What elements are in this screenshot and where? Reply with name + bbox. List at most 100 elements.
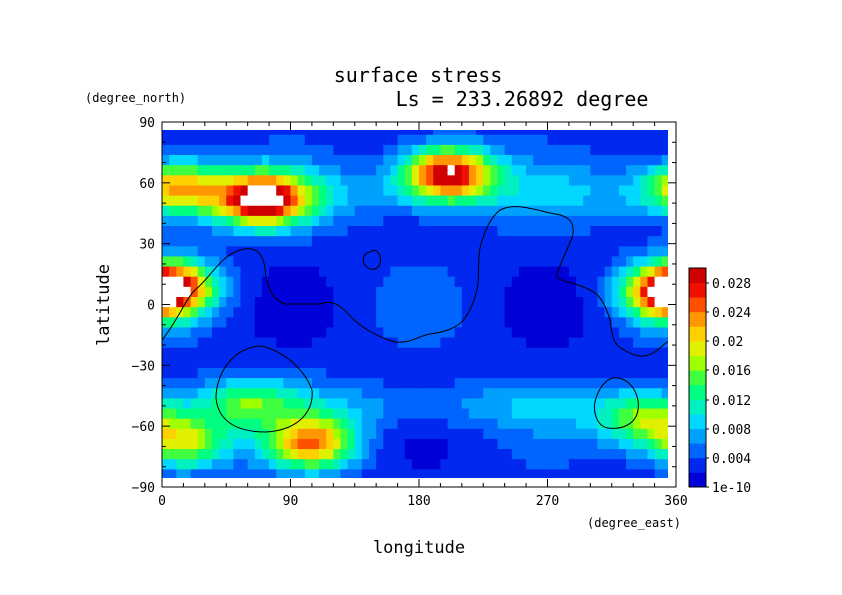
heatmap-cell xyxy=(311,225,320,237)
heatmap-cell xyxy=(247,438,256,450)
heatmap-cell xyxy=(618,154,627,166)
heatmap-cell xyxy=(204,195,213,206)
heatmap-cell xyxy=(540,174,549,186)
heatmap-cell xyxy=(169,174,177,186)
heatmap-cell xyxy=(169,418,177,429)
heatmap-cell xyxy=(219,215,227,227)
heatmap-cell xyxy=(411,134,420,145)
heatmap-cell xyxy=(647,134,656,145)
heatmap-cell xyxy=(261,276,270,287)
heatmap-cell xyxy=(476,195,484,206)
heatmap-cell xyxy=(576,468,584,478)
heatmap-cell xyxy=(554,326,563,338)
heatmap-cell xyxy=(454,144,463,156)
heatmap-cell xyxy=(661,407,668,419)
colorbar-swatch xyxy=(689,472,706,488)
heatmap-cell xyxy=(390,235,399,247)
heatmap-cell xyxy=(554,286,563,297)
heatmap-cell xyxy=(454,225,463,237)
heatmap-cell xyxy=(211,205,220,216)
heatmap-cell xyxy=(511,154,520,166)
heatmap-cell xyxy=(476,276,484,287)
heatmap-cell xyxy=(219,174,227,186)
heatmap-cell xyxy=(504,215,513,227)
heatmap-cell xyxy=(526,164,534,176)
heatmap-cell xyxy=(269,195,277,206)
heatmap-cell xyxy=(440,387,449,399)
heatmap-cell xyxy=(468,184,477,196)
heatmap-cell xyxy=(219,205,227,216)
heatmap-cell xyxy=(568,397,577,409)
heatmap-cell xyxy=(169,184,177,196)
heatmap-cell xyxy=(433,306,442,318)
heatmap-cell xyxy=(518,397,527,409)
heatmap-cell xyxy=(618,326,627,338)
heatmap-cell xyxy=(461,468,470,478)
heatmap-cell xyxy=(233,265,242,277)
heatmap-cell xyxy=(440,367,449,379)
heatmap-cell xyxy=(526,438,534,450)
heatmap-cell xyxy=(376,235,384,247)
heatmap-cell xyxy=(576,367,584,379)
heatmap-cell xyxy=(240,215,249,227)
heatmap-cell xyxy=(240,130,249,135)
heatmap-cell xyxy=(340,407,349,419)
heatmap-cell xyxy=(618,225,627,237)
heatmap-cell xyxy=(504,316,513,328)
heatmap-cell xyxy=(397,154,406,166)
heatmap-cell xyxy=(647,448,656,460)
heatmap-cell xyxy=(576,195,584,206)
heatmap-cell xyxy=(511,428,520,439)
heatmap-cell xyxy=(162,195,170,206)
heatmap-cell xyxy=(361,164,370,176)
heatmap-cell xyxy=(497,448,506,460)
heatmap-cell xyxy=(497,347,506,358)
heatmap-cell xyxy=(283,326,292,338)
heatmap-cell xyxy=(290,225,299,237)
heatmap-cell xyxy=(404,286,413,297)
heatmap-cell xyxy=(190,397,199,409)
heatmap-cell xyxy=(540,215,549,227)
heatmap-cell xyxy=(504,468,513,478)
heatmap-cell xyxy=(504,418,513,429)
heatmap-cell xyxy=(240,357,249,368)
heatmap-cell xyxy=(183,397,192,409)
heatmap-cell xyxy=(390,276,399,287)
heatmap-cell xyxy=(411,377,420,389)
heatmap-cell xyxy=(447,205,456,216)
heatmap-cell xyxy=(468,195,477,206)
heatmap-cell xyxy=(661,195,668,206)
heatmap-cell xyxy=(419,154,427,166)
heatmap-cell xyxy=(526,458,534,470)
heatmap-cell xyxy=(626,144,634,156)
heatmap-cell xyxy=(390,134,399,145)
heatmap-cell xyxy=(483,306,491,318)
heatmap-cell xyxy=(319,255,327,267)
x-tick-label: 270 xyxy=(536,494,559,509)
heatmap-cell xyxy=(276,448,284,460)
heatmap-cell xyxy=(354,130,363,135)
heatmap-cell xyxy=(176,205,185,216)
heatmap-cell xyxy=(611,130,620,135)
heatmap-cell xyxy=(497,195,506,206)
heatmap-cell xyxy=(511,458,520,470)
heatmap-cell xyxy=(561,367,570,379)
heatmap-cell xyxy=(468,255,477,267)
heatmap-cell xyxy=(390,387,399,399)
heatmap-cell xyxy=(304,357,313,368)
heatmap-cell xyxy=(211,286,220,297)
heatmap-cell xyxy=(269,306,277,318)
heatmap-cell xyxy=(354,245,363,257)
heatmap-cell xyxy=(447,164,456,176)
heatmap-cell xyxy=(468,407,477,419)
heatmap-cell xyxy=(276,144,284,156)
heatmap-cell xyxy=(340,316,349,328)
heatmap-cell xyxy=(383,225,392,237)
heatmap-cell xyxy=(518,326,527,338)
heatmap-cell xyxy=(404,397,413,409)
heatmap-cell xyxy=(504,428,513,439)
heatmap-cell xyxy=(590,134,599,145)
heatmap-cell xyxy=(390,195,399,206)
heatmap-cell xyxy=(254,336,263,348)
